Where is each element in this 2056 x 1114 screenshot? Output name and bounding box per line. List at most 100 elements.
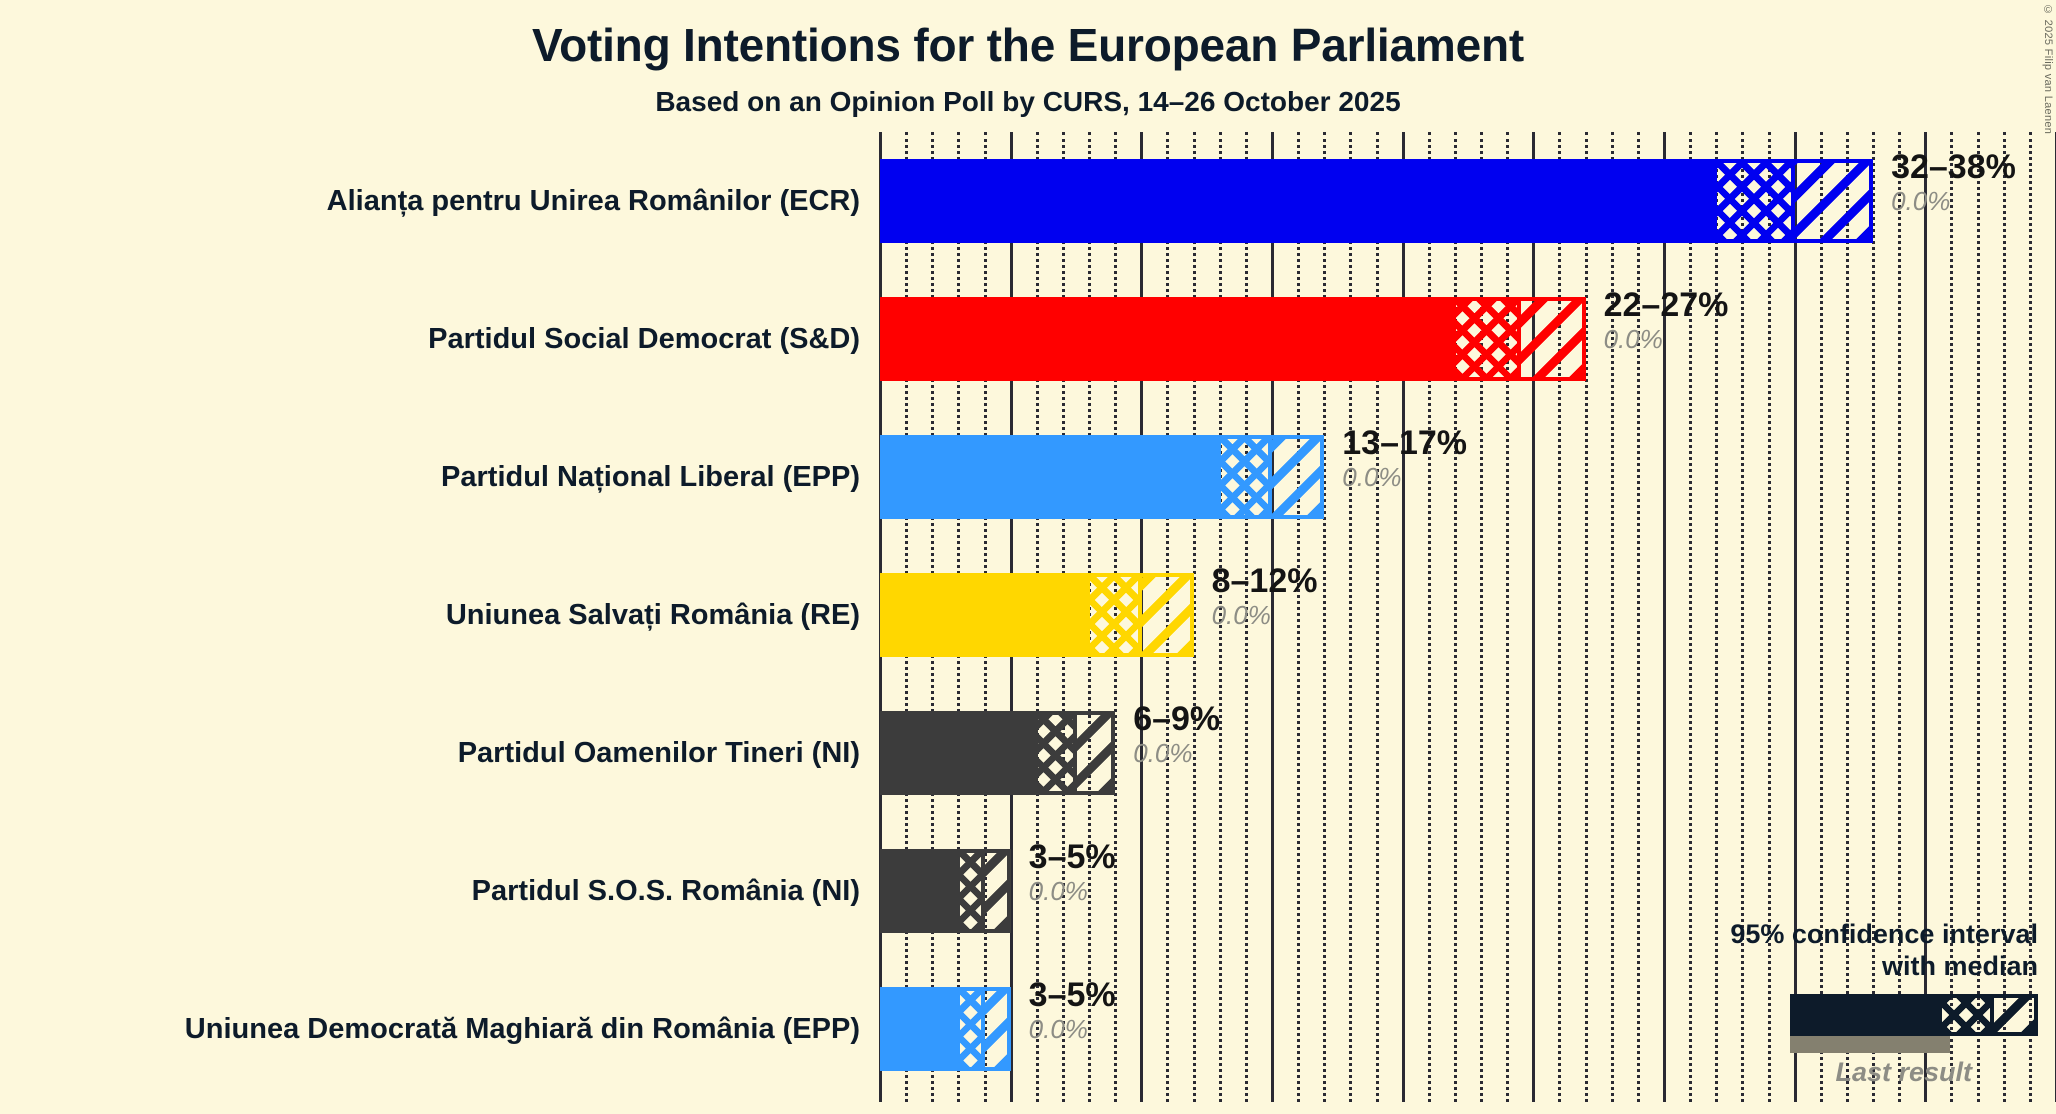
party-label: Partidul Național Liberal (EPP) [441, 460, 860, 493]
legend-segment-solid [1794, 998, 1942, 1032]
range-label: 3–5% [1028, 838, 1116, 876]
gridline-minor [1819, 132, 1826, 1102]
value-labels: 22–27% 0.0% [1604, 286, 1729, 354]
confidence-interval-bar [880, 987, 1011, 1071]
gridline-minor [1950, 132, 1956, 1102]
bar-segment-diagonal [1794, 163, 1870, 239]
gridline-minor [1375, 132, 1382, 1102]
legend-segment-diagonal [1994, 998, 2034, 1032]
gridline-minor [2028, 132, 2035, 1102]
bar-segment-crosshatch [1716, 163, 1795, 239]
party-label: Partidul Oamenilor Tineri (NI) [457, 736, 860, 769]
gridline-minor [1741, 132, 1747, 1102]
value-labels: 3–5% 0.0% [1029, 838, 1116, 906]
last-result-label: 0.0% [1028, 876, 1088, 906]
party-label: Partidul S.O.S. România (NI) [471, 874, 860, 907]
bar-segment-crosshatch [959, 991, 986, 1067]
plot-area [879, 132, 2056, 1102]
range-label: 32–38% [1891, 148, 2016, 186]
bar-segment-diagonal [985, 991, 1007, 1067]
gridline-minor [1244, 132, 1251, 1102]
bar-segment-solid [884, 163, 1717, 239]
page-subtitle: Based on an Opinion Poll by CURS, 14–26 … [655, 86, 1401, 117]
value-labels: 13–17% 0.0% [1342, 424, 1467, 492]
gridline-minor [1558, 132, 1564, 1102]
last-result-label: 0.0% [1133, 738, 1193, 768]
gridline-minor [1584, 132, 1591, 1102]
page-title: Voting Intentions for the European Parli… [532, 19, 1524, 71]
gridline-minor [1636, 132, 1643, 1102]
last-result-label: 0.0% [1211, 600, 1271, 630]
table-row: Partidul Oamenilor Tineri (NI) 6–9% 0.0% [0, 684, 2056, 822]
copyright-notice: © 2025 Filip van Laenen [2042, 4, 2054, 135]
party-label: Uniunea Democrată Maghiară din România (… [184, 1012, 860, 1045]
bar-segment-crosshatch [1090, 577, 1142, 653]
party-label: Partidul Social Democrat (S&D) [428, 322, 860, 355]
bar-segment-diagonal [1520, 301, 1582, 377]
gridline-major [1532, 132, 1536, 1102]
table-row: Alianța pentru Unirea Românilor (ECR) 32–… [0, 132, 2056, 270]
bar-segment-solid [884, 301, 1456, 377]
gridline-minor [1715, 132, 1721, 1102]
range-label: 3–5% [1028, 976, 1116, 1014]
gridline-minor [1192, 132, 1199, 1102]
range-label: 22–27% [1603, 286, 1729, 324]
gridline-minor [1506, 132, 1512, 1102]
bar-segment-diagonal [1141, 577, 1190, 653]
confidence-interval-bar [880, 297, 1586, 381]
bar-segment-crosshatch [1038, 715, 1077, 791]
legend-last-result-swatch [1790, 1036, 1950, 1053]
bar-segment-diagonal [1076, 715, 1112, 791]
gridline-major [1401, 132, 1405, 1102]
value-labels: 6–9% 0.0% [1133, 700, 1220, 768]
legend-ci-swatch [1790, 994, 2038, 1036]
value-labels: 32–38% 0.0% [1891, 148, 2016, 216]
bar-segment-diagonal [985, 853, 1007, 929]
gridline-major [1663, 132, 1666, 1102]
gridline-minor [1610, 132, 1617, 1102]
confidence-interval-bar [880, 159, 1874, 243]
gridline-minor [1845, 132, 1852, 1102]
range-label: 8–12% [1211, 562, 1318, 600]
gridline-minor [1349, 132, 1355, 1102]
confidence-interval-bar [880, 711, 1116, 795]
gridline-major [1924, 132, 1928, 1102]
range-label: 6–9% [1133, 700, 1221, 738]
gridline-minor [1453, 132, 1460, 1102]
bar-segment-solid [884, 577, 1091, 653]
confidence-interval-bar [880, 573, 1194, 657]
last-result-label: 0.0% [1028, 1014, 1088, 1044]
confidence-interval-bar [880, 849, 1011, 933]
legend: 95% confidence interval with median Last… [1698, 918, 2038, 1088]
bar-segment-solid [884, 991, 960, 1067]
legend-last-result-label: Last result [1835, 1057, 1972, 1087]
range-label: 13–17% [1342, 424, 1468, 462]
gridline-minor [1767, 132, 1774, 1102]
table-row: Uniunea Salvați România (RE) 8–12% 0.0% [0, 546, 2056, 684]
table-row: Partidul Național Liberal (EPP) 13–17% 0.0… [0, 408, 2056, 546]
last-result-label: 0.0% [1342, 462, 1402, 492]
bar-segment-solid [884, 853, 960, 929]
gridline-major [1793, 132, 1797, 1102]
gridline-minor [1872, 132, 1878, 1102]
gridline-minor [1323, 132, 1329, 1102]
legend-segment-crosshatch [1942, 998, 1994, 1032]
last-result-label: 0.0% [1603, 324, 1663, 354]
table-row: Partidul S.O.S. România (NI) 3–5% 0.0% [0, 822, 2056, 960]
bar-segment-diagonal [1272, 439, 1321, 515]
party-label: Uniunea Salvați România (RE) [445, 598, 860, 631]
value-labels: 3–5% 0.0% [1029, 976, 1116, 1044]
bar-segment-crosshatch [1455, 301, 1521, 377]
legend-ci-line1: 95% confidence interval [1730, 919, 2038, 949]
last-result-label: 0.0% [1891, 186, 1951, 216]
gridline-minor [1689, 132, 1695, 1102]
gridline-minor [1898, 132, 1904, 1102]
gridline-minor [1297, 132, 1303, 1102]
gridline-minor [2002, 132, 2009, 1102]
bar-segment-crosshatch [1220, 439, 1273, 515]
legend-ci-line2: with median [1881, 951, 2038, 981]
bar-segment-solid [884, 439, 1221, 515]
bar-segment-solid [884, 715, 1039, 791]
confidence-interval-bar [880, 435, 1325, 519]
